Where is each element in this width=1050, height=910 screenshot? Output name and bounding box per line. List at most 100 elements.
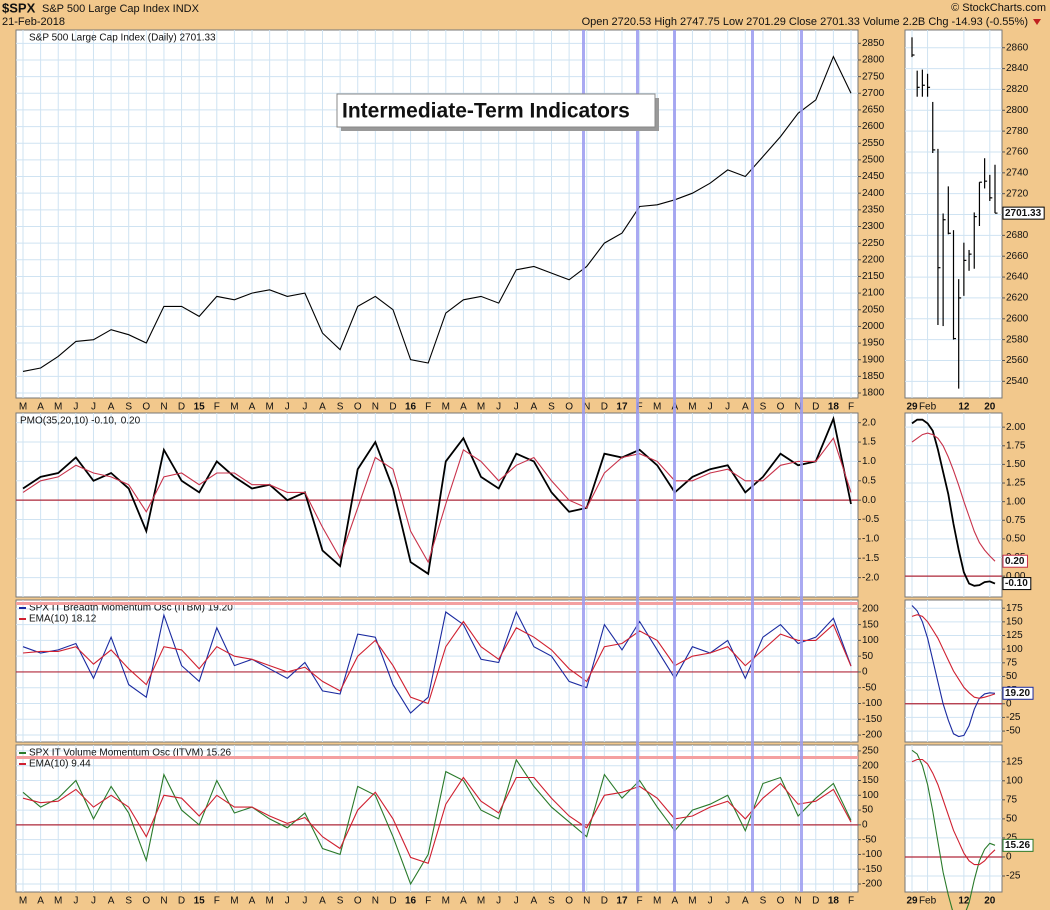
x-tick-label: O: [142, 402, 150, 413]
quote: Open 2720.53 High 2747.75 Low 2701.29 Cl…: [582, 16, 1028, 28]
y-tick-label: 125: [1006, 630, 1023, 641]
x-tick-label: M: [653, 896, 661, 907]
x-tick-label: M: [688, 896, 696, 907]
series-line: [22, 437, 852, 564]
x-tick-label: J: [285, 896, 290, 907]
y-tick-label: 2.00: [1006, 422, 1026, 433]
credit: © StockCharts.com: [951, 2, 1046, 14]
y-tick-label: 2580: [1006, 334, 1029, 345]
y-tick-label: -50: [862, 834, 877, 845]
event-line: [582, 30, 585, 892]
x-tick-label: M: [230, 896, 238, 907]
y-tick-label: 150: [1006, 616, 1023, 627]
x-tick-label: 16: [405, 402, 417, 413]
y-tick-label: 2750: [862, 71, 885, 82]
x-tick-label: S: [337, 896, 344, 907]
series-line: [911, 749, 996, 910]
x-tick-label: 17: [616, 896, 628, 907]
x-tick-label: J: [302, 402, 307, 413]
y-tick-label: 25: [1006, 833, 1018, 844]
series-line: [911, 758, 996, 866]
legend-entry: EMA(10) 9.44: [29, 759, 91, 770]
panel: [15, 599, 859, 743]
y-tick-label: -100: [862, 698, 882, 709]
series-line: [22, 620, 852, 705]
x-tick-label: M: [230, 402, 238, 413]
x-tick-label: A: [319, 402, 326, 413]
value-tag-label: 0.20: [1005, 556, 1025, 567]
down-arrow: [1033, 19, 1041, 25]
x-tick-label: M: [19, 402, 27, 413]
series-line: [22, 758, 852, 886]
x-tick-label: N: [160, 402, 167, 413]
annotation: Intermediate-Term Indicators: [342, 100, 630, 123]
x-tick-label: S: [760, 896, 767, 907]
x-tick-label: J: [91, 402, 96, 413]
value-tag-label: 19.20: [1005, 688, 1030, 699]
x-tick-label: D: [812, 402, 819, 413]
series-line: [22, 610, 852, 714]
x-tick-label: M: [19, 896, 27, 907]
x-tick-label: A: [249, 402, 256, 413]
x-tick-label: J: [91, 896, 96, 907]
x-tick-label: 18: [828, 402, 840, 413]
panel: [904, 412, 1003, 598]
y-tick-label: -150: [862, 864, 882, 875]
x-tick-label: A: [742, 896, 749, 907]
x-tick-label: M: [653, 402, 661, 413]
y-tick-label: 2600: [862, 121, 885, 132]
y-tick-label: 2400: [862, 188, 885, 199]
series-line: [22, 776, 852, 865]
x-tick-label: D: [178, 896, 185, 907]
event-line: [673, 30, 676, 892]
y-tick-label: 200: [862, 603, 879, 614]
x-tick-label: M: [442, 402, 450, 413]
y-tick-label: 2.0: [862, 417, 876, 428]
x-tick-label: Feb: [919, 896, 937, 907]
x-tick-label: 20: [984, 402, 996, 413]
x-tick-label: A: [37, 402, 44, 413]
x-tick-label: O: [354, 896, 362, 907]
y-tick-label: 1800: [862, 388, 885, 399]
x-tick-label: M: [265, 402, 273, 413]
value-tag: 19.20: [1002, 686, 1034, 700]
y-tick-label: 2300: [862, 221, 885, 232]
x-tick-label: F: [637, 896, 643, 907]
event-line: [800, 30, 803, 892]
x-tick-label: J: [514, 896, 519, 907]
overbought-line: [16, 756, 858, 759]
x-tick-label: 16: [405, 896, 417, 907]
x-tick-label: F: [214, 896, 220, 907]
legend-entry: SPX IT Volume Momentum Osc (ITVM) 15.26: [29, 748, 232, 759]
y-tick-label: 1950: [862, 338, 885, 349]
y-tick-label: 2640: [1006, 272, 1029, 283]
y-tick-label: 2740: [1006, 167, 1029, 178]
y-tick-label: 150: [862, 619, 879, 630]
x-tick-label: N: [372, 402, 379, 413]
series-line: [911, 614, 996, 699]
y-tick-label: -200: [862, 879, 882, 890]
y-tick-label: 2720: [1006, 188, 1029, 199]
y-tick-label: 2560: [1006, 355, 1029, 366]
x-tick-label: A: [108, 402, 115, 413]
x-tick-label: J: [725, 402, 730, 413]
y-tick-label: 200: [862, 760, 879, 771]
series-line: [22, 55, 852, 372]
y-tick-label: 1.75: [1006, 440, 1026, 451]
y-tick-label: 0.5: [862, 475, 876, 486]
x-tick-label: J: [708, 896, 713, 907]
x-tick-label: M: [688, 402, 696, 413]
symbol: $SPX: [2, 0, 36, 15]
y-tick-label: 175: [1006, 603, 1023, 614]
y-tick-label: 2350: [862, 204, 885, 215]
x-tick-label: J: [725, 896, 730, 907]
value-tag-box: [1002, 577, 1032, 591]
x-tick-label: 29: [906, 896, 918, 907]
x-tick-label: S: [548, 896, 555, 907]
y-tick-label: 2800: [1006, 105, 1029, 116]
value-tag-box: [1002, 686, 1034, 700]
y-tick-label: -25: [1006, 712, 1021, 723]
x-tick-label: A: [671, 896, 678, 907]
x-tick-label: F: [848, 896, 854, 907]
